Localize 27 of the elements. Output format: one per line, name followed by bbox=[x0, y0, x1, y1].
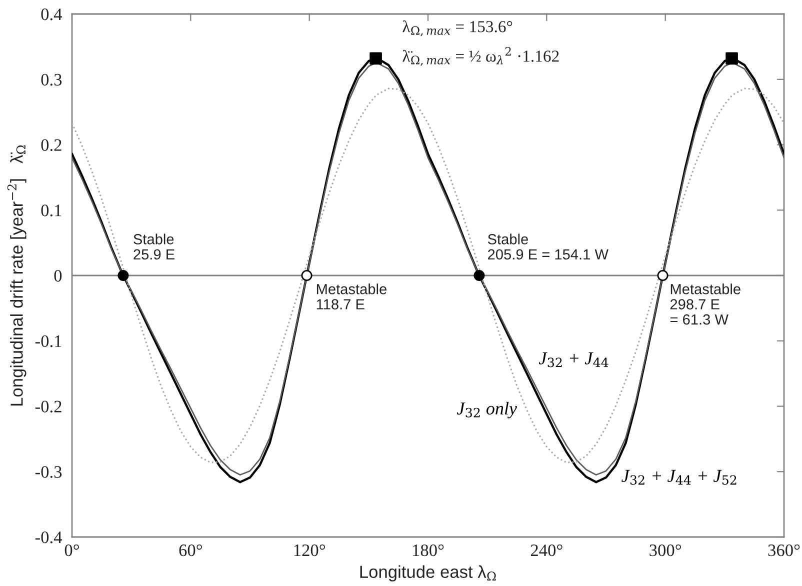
y-tick-label: -0.1 bbox=[35, 335, 62, 348]
x-axis-title: Longitude east λ$_{Ω}$ bbox=[360, 565, 496, 582]
y-tick-label: 0.3 bbox=[41, 74, 62, 86]
annotation: Stable 205.9 E = 154.1 W bbox=[488, 234, 608, 260]
y-tick-label: 0.1 bbox=[41, 204, 62, 216]
y-tick-label: 0 bbox=[54, 270, 62, 282]
x-tick-label: 180° bbox=[413, 544, 444, 556]
annotation: Stable 25.9 E bbox=[134, 234, 174, 260]
annotation: λ̈$_{Ω,max}$ = ½ ω$_{λ}$$^{2}$ ·1.162 bbox=[402, 46, 559, 66]
annotation: Metastable 118.7 E bbox=[316, 284, 386, 310]
y-tick-label: -0.3 bbox=[35, 466, 62, 478]
x-tick-label: 0° bbox=[64, 544, 79, 556]
annotation: λ$_{Ω,max}$ = 153.6° bbox=[402, 20, 512, 36]
x-tick-label: 60° bbox=[179, 544, 202, 556]
series-label: J$_{32}$ + J$_{44}$ + J$_{52}$ bbox=[622, 470, 736, 485]
series-label: J$_{32}$ only bbox=[456, 402, 518, 418]
y-tick-label: -0.4 bbox=[35, 531, 62, 544]
y-axis-title: Longitudinal drift rate [year$^{−2}$] λ̈$_{Ω}$ bbox=[7, 145, 26, 406]
annotation: Metastable 298.7 E = 61.3 W bbox=[670, 284, 740, 325]
series-label: J$_{32}$ + J$_{44}$ bbox=[538, 352, 608, 368]
y-tick-label: 0.2 bbox=[41, 139, 62, 152]
x-tick-label: 300° bbox=[650, 544, 681, 556]
x-tick-label: 360° bbox=[768, 544, 800, 556]
x-tick-label: 240° bbox=[530, 544, 562, 556]
y-tick-label: -0.2 bbox=[35, 400, 62, 413]
y-tick-label: 0.4 bbox=[41, 8, 62, 20]
x-tick-label: 120° bbox=[294, 544, 325, 556]
